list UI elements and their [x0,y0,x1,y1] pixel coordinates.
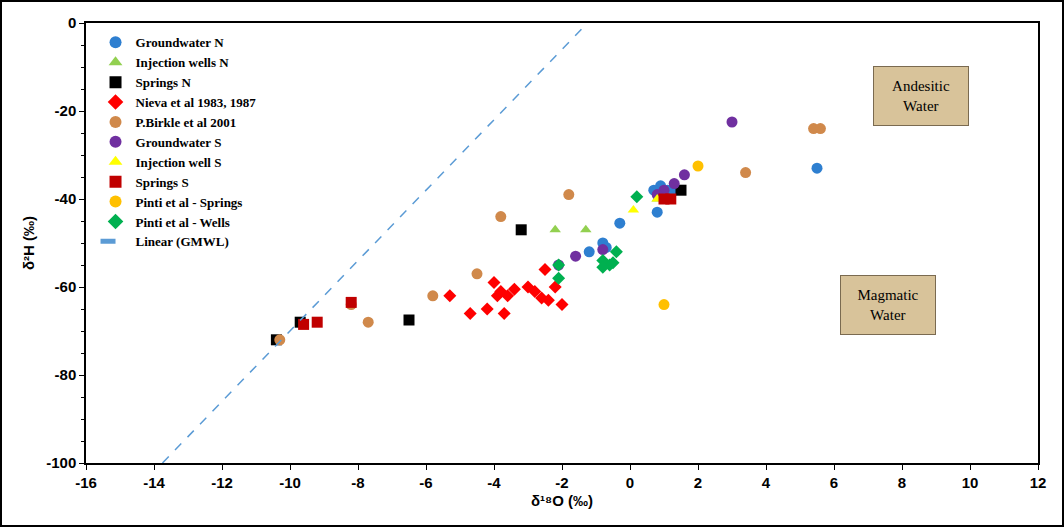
svg-text:-4: -4 [487,474,501,491]
svg-text:-20: -20 [55,102,77,119]
svg-text:-80: -80 [55,366,77,383]
svg-text:Groundwater N: Groundwater N [136,35,225,50]
svg-text:-10: -10 [279,474,301,491]
svg-text:8: 8 [898,474,906,491]
svg-text:MagmaticWater: MagmaticWater [857,287,918,323]
svg-text:6: 6 [830,474,838,491]
svg-text:0: 0 [626,474,634,491]
svg-text:Springs S: Springs S [136,175,189,190]
svg-text:-12: -12 [211,474,233,491]
svg-text:δ¹⁸O (‰): δ¹⁸O (‰) [531,492,593,509]
svg-text:-100: -100 [46,454,76,471]
svg-text:AndesiticWater: AndesiticWater [892,78,950,114]
svg-text:-14: -14 [143,474,165,491]
svg-text:Nieva et al 1983, 1987: Nieva et al 1983, 1987 [136,95,257,110]
svg-text:-60: -60 [55,278,77,295]
svg-text:P.Birkle et al 2001: P.Birkle et al 2001 [136,115,237,130]
svg-text:Pinti et al - Wells: Pinti et al - Wells [136,215,230,230]
svg-text:δ²H (‰): δ²H (‰) [20,216,37,270]
svg-text:Linear (GMWL): Linear (GMWL) [136,234,229,249]
svg-text:Groundwater S: Groundwater S [136,135,222,150]
svg-text:-8: -8 [351,474,364,491]
svg-text:Injection wells N: Injection wells N [136,55,230,70]
svg-text:-2: -2 [555,474,568,491]
svg-text:4: 4 [762,474,771,491]
svg-text:10: 10 [962,474,979,491]
svg-text:2: 2 [694,474,702,491]
svg-text:Injection well S: Injection well S [136,155,222,170]
svg-text:-6: -6 [419,474,432,491]
svg-text:0: 0 [68,14,76,31]
svg-text:12: 12 [1030,474,1047,491]
svg-text:Pinti et al - Springs: Pinti et al - Springs [136,195,243,210]
svg-text:-40: -40 [55,190,77,207]
svg-text:-16: -16 [75,474,97,491]
svg-text:Springs N: Springs N [136,75,192,90]
